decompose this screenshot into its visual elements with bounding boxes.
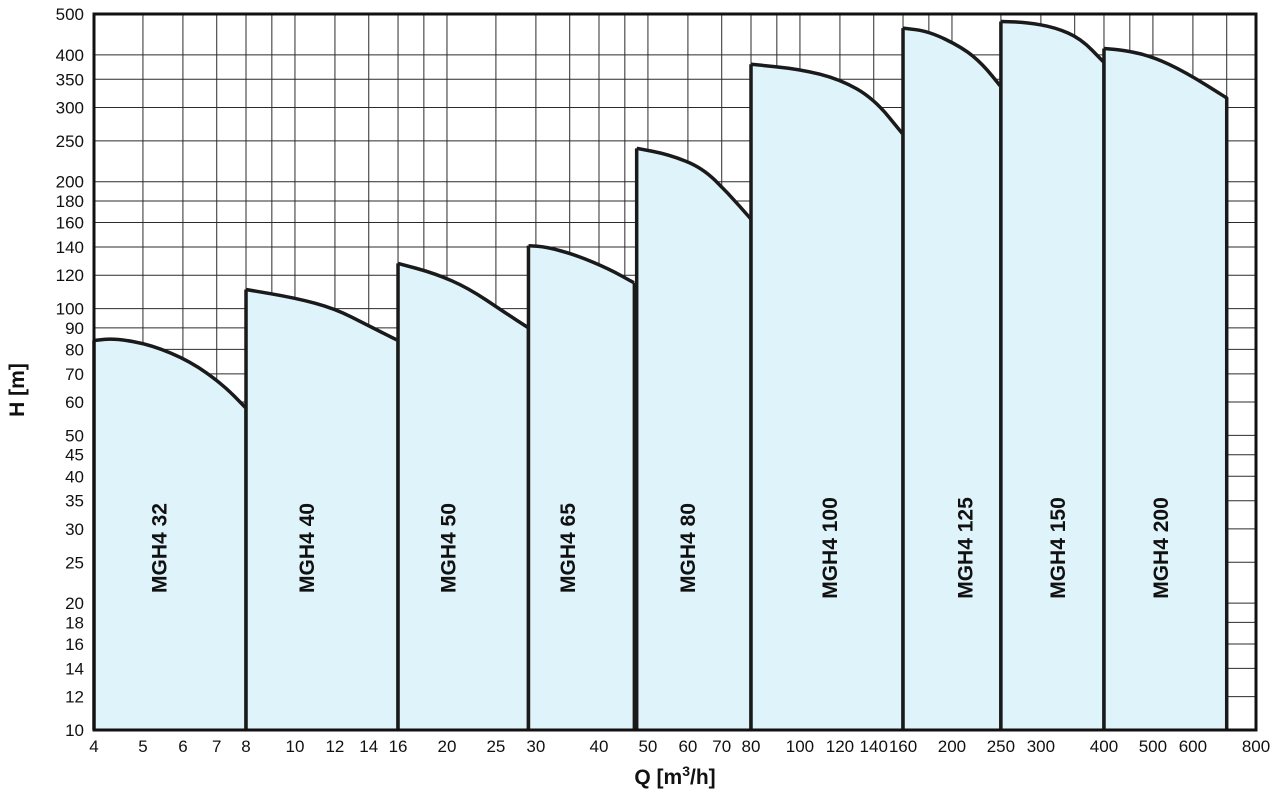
performance-regions: MGH4 32 MGH4 40 MGH4 50 MGH4 65 MGH4 80 MGH4 …: [92, 19, 1229, 731]
x-axis-title-main: Q [m: [634, 766, 682, 789]
x-tick-label: 6: [178, 737, 187, 756]
y-tick-label: 50: [65, 426, 84, 445]
y-tick-label: 160: [56, 214, 84, 233]
x-tick-label: 8: [241, 737, 250, 756]
region-fill-4: [528, 245, 635, 730]
x-tick-label: 25: [486, 737, 505, 756]
performance-curve-1: [93, 337, 248, 411]
performance-curve-9: [1103, 46, 1229, 100]
y-tick-label: 10: [65, 721, 84, 740]
region-label-9: MGH4 200: [1150, 497, 1173, 599]
y-tick-label: 100: [56, 300, 84, 319]
x-tick-label: 120: [826, 737, 854, 756]
performance-curve-7: [902, 26, 1003, 89]
x-tick-label: 160: [889, 737, 917, 756]
y-tick-label: 30: [65, 520, 84, 539]
y-tick-label: 45: [65, 446, 84, 465]
x-tick-label: 800: [1242, 737, 1270, 756]
x-tick-label: 30: [526, 737, 545, 756]
x-tick-label: 70: [712, 737, 731, 756]
performance-curve-4: [528, 243, 636, 285]
region-label-8: MGH4 150: [1047, 497, 1070, 599]
x-tick-label: 500: [1139, 737, 1167, 756]
x-tick-label: 4: [89, 737, 98, 756]
x-tick-label: 5: [138, 737, 147, 756]
x-tick-label: 12: [325, 737, 344, 756]
x-tick-label: 80: [742, 737, 761, 756]
performance-curve-6: [750, 62, 905, 137]
y-tick-label: 180: [56, 192, 84, 211]
y-tick-label: 35: [65, 492, 84, 511]
plot-frame: [92, 12, 1258, 732]
region-label-5: MGH4 80: [677, 503, 700, 593]
y-tick-label: 500: [56, 5, 84, 24]
x-tick-label: 300: [1027, 737, 1055, 756]
x-tick-label: 200: [938, 737, 966, 756]
y-tick-label: 12: [65, 688, 84, 707]
y-tick-label: 25: [65, 553, 84, 572]
x-tick-label: 20: [438, 737, 457, 756]
y-tick-label: 400: [56, 46, 84, 65]
x-axis-title-superscript: 3: [682, 763, 690, 779]
x-tick-label: 60: [678, 737, 697, 756]
y-tick-label: 20: [65, 594, 84, 613]
performance-curve-3: [397, 261, 530, 330]
region-label-7: MGH4 125: [954, 497, 977, 599]
region-label-3: MGH4 50: [438, 503, 461, 593]
y-tick-label: 350: [56, 70, 84, 89]
y-tick-label: 18: [65, 613, 84, 632]
y-axis-title: H [m]: [6, 363, 29, 417]
y-tick-label: 250: [56, 132, 84, 151]
x-axis-title-tail: /h]: [690, 766, 716, 789]
x-axis-ticks: 4 5 6 7 8 10 12 14 16 20 25 30 40 50 60 70 80 100 120 140 16…: [89, 737, 1270, 756]
y-tick-label: 300: [56, 98, 84, 117]
region-fill-9: [1104, 48, 1227, 730]
region-fill-1: [94, 338, 246, 730]
x-tick-label: 14: [359, 737, 378, 756]
y-tick-label: 200: [56, 173, 84, 192]
region-fill-8: [1000, 21, 1104, 730]
performance-curve-5: [636, 146, 753, 221]
performance-curve-2: [245, 287, 400, 343]
y-tick-label: 120: [56, 266, 84, 285]
x-tick-label: 16: [389, 737, 408, 756]
x-tick-label: 10: [285, 737, 304, 756]
region-label-6: MGH4 100: [819, 497, 842, 599]
x-tick-label: 50: [638, 737, 657, 756]
y-tick-label: 90: [65, 319, 84, 338]
y-tick-label: 140: [56, 238, 84, 257]
y-tick-label: 80: [65, 340, 84, 359]
region-fill-6: [751, 64, 903, 730]
x-tick-label: 250: [987, 737, 1015, 756]
y-tick-label: 16: [65, 635, 84, 654]
region-fill-7: [903, 28, 1001, 731]
y-tick-label: 40: [65, 467, 84, 486]
region-fill-3: [398, 263, 529, 730]
x-tick-label: 40: [590, 737, 609, 756]
region-fill-2: [246, 289, 398, 730]
x-tick-label: 140: [860, 737, 888, 756]
y-tick-label: 60: [65, 393, 84, 412]
region-label-4: MGH4 65: [557, 503, 580, 593]
x-tick-label: 100: [786, 737, 814, 756]
y-tick-label: 14: [65, 659, 84, 678]
x-tick-label: 600: [1179, 737, 1207, 756]
y-tick-label: 70: [65, 365, 84, 384]
x-axis-title: Q [m3/h]: [634, 763, 715, 789]
performance-curve-8: [1000, 19, 1106, 65]
region-fill-5: [636, 148, 751, 731]
x-tick-label: 400: [1090, 737, 1118, 756]
region-label-1: MGH4 32: [148, 503, 171, 593]
region-label-2: MGH4 40: [296, 503, 319, 593]
x-tick-label: 7: [212, 737, 221, 756]
